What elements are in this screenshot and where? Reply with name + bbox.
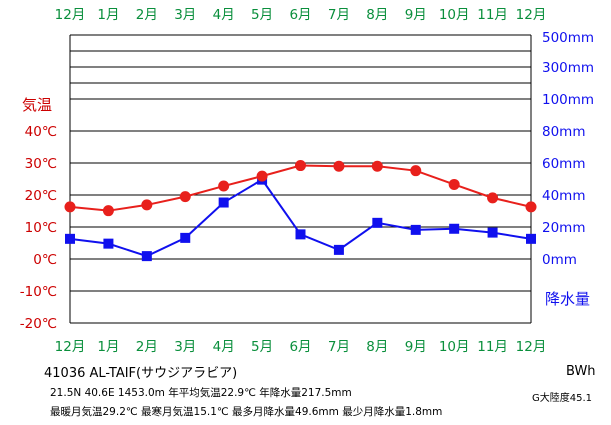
temperature-point: [487, 192, 499, 204]
temperature-point: [64, 201, 76, 213]
month-label-bottom: 2月: [136, 339, 158, 355]
precipitation-tick-label: 100mm: [542, 92, 594, 108]
precipitation-tick-label: 40mm: [542, 188, 585, 204]
temperature-point: [295, 160, 306, 172]
month-label-bottom: 6月: [289, 339, 311, 355]
precipitation-tick-label: 300mm: [542, 60, 594, 76]
month-label-top: 4月: [213, 7, 235, 23]
temperature-tick-label: 40℃: [25, 124, 57, 140]
precipitation-line: [69, 178, 532, 258]
temperature-tick-label: -10℃: [20, 284, 57, 300]
month-label-top: 11月: [477, 7, 508, 23]
temperature-point: [141, 199, 153, 211]
month-label-bottom: 3月: [174, 339, 196, 355]
precipitation-point: [141, 251, 152, 262]
month-labels-bottom: 12月 1月 2月 3月 4月 5月 6月 7月 8月 9月 10月 11月 12月: [55, 339, 547, 355]
stats-line-2: 最暖月気温29.2℃ 最寒月気温15.1℃ 最多月降水量49.6mm 最少月降水…: [50, 406, 443, 418]
precipitation-tick-label: 80mm: [542, 124, 585, 140]
precipitation-point: [449, 223, 460, 234]
temperature-point: [218, 180, 230, 192]
temperature-point: [525, 201, 537, 213]
month-label-top: 3月: [174, 7, 196, 23]
temperature-point: [333, 160, 345, 172]
month-label-top: 1月: [97, 7, 119, 23]
temperature-point: [256, 170, 268, 182]
temperature-series: [64, 160, 537, 217]
temperature-point: [410, 165, 422, 177]
temperature-tick-label: 0℃: [33, 252, 57, 268]
month-label-bottom: 11月: [477, 339, 508, 355]
month-label-top: 10月: [439, 7, 470, 23]
month-label-top: 9月: [405, 7, 427, 23]
precipitation-point: [103, 238, 114, 249]
precipitation-point: [180, 232, 191, 243]
temperature-tick-label: 10℃: [25, 220, 57, 236]
month-label-top: 5月: [251, 7, 273, 23]
station-name: 41036 AL-TAIF(サウジアラビア): [44, 366, 238, 381]
month-label-bottom: 8月: [366, 339, 388, 355]
temperature-axis: 40℃ 30℃ 20℃ 10℃ 0℃ -10℃ -20℃: [20, 124, 57, 332]
month-label-top: 2月: [136, 7, 158, 23]
month-label-bottom: 4月: [213, 339, 235, 355]
precipitation-tick-label: 60mm: [542, 156, 585, 172]
precipitation-point: [526, 233, 536, 244]
month-labels-top: 12月 1月 2月 3月 4月 5月 6月 7月 8月 9月 10月 11月 12月: [55, 7, 547, 23]
precipitation-tick-label: 0mm: [542, 252, 577, 268]
chart-grid: [69, 34, 532, 324]
temperature-tick-label: 20℃: [25, 188, 57, 204]
precipitation-series: [65, 174, 536, 262]
month-label-bottom: 12月: [516, 339, 547, 355]
precipitation-axis: 500mm 300mm 100mm 80mm 60mm 40mm 20mm 0mm: [542, 30, 594, 268]
temperature-point: [371, 160, 383, 172]
temperature-axis-title: 気温: [22, 96, 52, 114]
temperature-line: [69, 164, 532, 212]
month-label-top: 6月: [289, 7, 311, 23]
precipitation-tick-label: 500mm: [542, 30, 594, 46]
climate-class: BWh: [566, 364, 596, 379]
precipitation-point: [218, 197, 229, 208]
temperature-point: [102, 205, 114, 217]
temperature-point: [179, 191, 191, 203]
temperature-tick-label: 30℃: [25, 156, 57, 172]
month-label-bottom: 12月: [55, 339, 86, 355]
precipitation-tick-label: 20mm: [542, 220, 585, 236]
month-label-top: 7月: [328, 7, 350, 23]
month-label-top: 8月: [366, 7, 388, 23]
precipitation-point: [65, 233, 75, 244]
continentality: G大陸度45.1: [532, 393, 593, 404]
month-label-bottom: 5月: [251, 339, 273, 355]
month-label-bottom: 10月: [439, 339, 470, 355]
stats-line-1: 21.5N 40.6E 1453.0m 年平均気温22.9℃ 年降水量217.5…: [50, 387, 352, 399]
month-label-bottom: 1月: [97, 339, 119, 355]
month-label-bottom: 7月: [328, 339, 350, 355]
precipitation-point: [333, 244, 344, 255]
month-label-bottom: 9月: [405, 339, 427, 355]
precipitation-point: [410, 224, 421, 235]
precipitation-axis-title: 降水量: [545, 290, 590, 308]
temperature-point: [448, 178, 460, 190]
precipitation-point: [487, 227, 498, 238]
month-label-top: 12月: [516, 7, 547, 23]
precipitation-point: [295, 229, 306, 240]
month-label-top: 12月: [55, 7, 86, 23]
temperature-tick-label: -20℃: [20, 316, 57, 332]
precipitation-point: [372, 217, 383, 228]
